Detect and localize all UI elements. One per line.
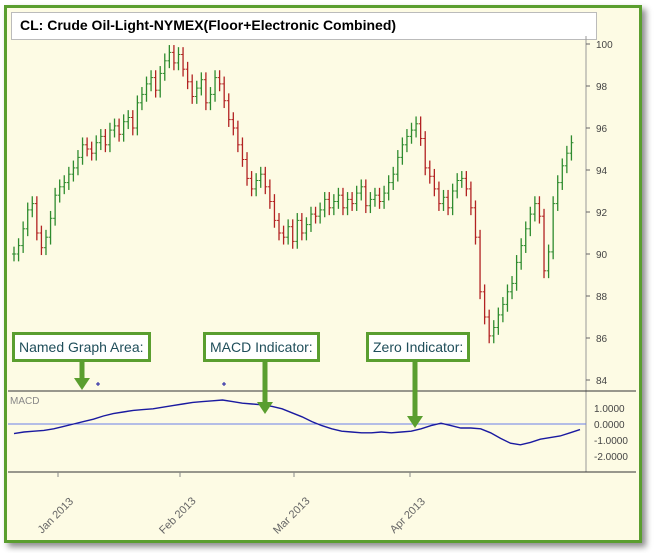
macd-tick-label: 0.0000 xyxy=(594,420,625,431)
callout-arrow-head xyxy=(257,402,273,414)
macd-panel-title: MACD xyxy=(10,396,40,407)
price-tick-label: 100 xyxy=(596,40,613,51)
price-tick-label: 88 xyxy=(596,292,608,303)
callout-arrow-head xyxy=(74,378,90,390)
macd-tick-label: -1.0000 xyxy=(594,436,628,447)
macd-tick-label: -2.0000 xyxy=(594,452,628,463)
price-tick-label: 90 xyxy=(596,250,608,261)
date-tick-label: Jan 2013 xyxy=(36,496,76,536)
chart-frame: CL: Crude Oil-Light-NYMEX(Floor+Electron… xyxy=(4,5,642,543)
named-graph-area-callout: Named Graph Area: xyxy=(12,332,151,362)
price-tick-label: 84 xyxy=(596,376,608,387)
chart-title-bar: CL: Crude Oil-Light-NYMEX(Floor+Electron… xyxy=(11,12,597,40)
date-tick-label: Feb 2013 xyxy=(157,495,198,536)
price-tick-label: 86 xyxy=(596,334,608,345)
macd-indicator-callout: MACD Indicator: xyxy=(203,332,320,362)
callout-arrow-head xyxy=(407,416,423,428)
date-tick-label: Mar 2013 xyxy=(271,495,312,536)
price-tick-label: 96 xyxy=(596,124,608,135)
zero-indicator-callout: Zero Indicator: xyxy=(366,332,471,362)
macd-line xyxy=(13,399,581,446)
macd-tick-label: 1.0000 xyxy=(594,404,625,415)
date-tick-label: Apr 2013 xyxy=(388,496,428,536)
chart-title: CL: Crude Oil-Light-NYMEX(Floor+Electron… xyxy=(20,17,397,33)
price-tick-label: 94 xyxy=(596,166,608,177)
price-tick-label: 92 xyxy=(596,208,608,219)
price-tick-label: 98 xyxy=(596,82,608,93)
